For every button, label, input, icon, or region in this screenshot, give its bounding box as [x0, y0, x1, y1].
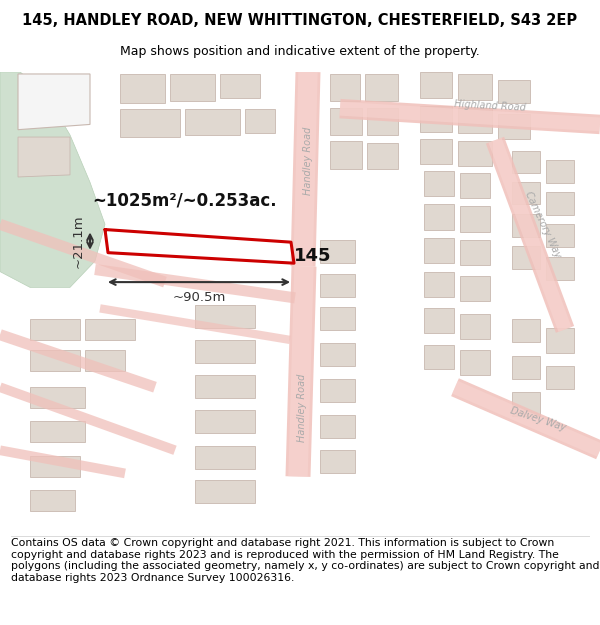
Polygon shape — [498, 114, 530, 139]
Polygon shape — [330, 107, 362, 135]
Polygon shape — [546, 366, 574, 389]
Text: ~21.1m: ~21.1m — [72, 214, 85, 268]
Polygon shape — [120, 109, 180, 137]
Text: Camerory Way: Camerory Way — [523, 189, 563, 259]
Polygon shape — [546, 224, 574, 248]
Polygon shape — [424, 238, 454, 263]
Polygon shape — [220, 74, 260, 98]
Polygon shape — [420, 106, 452, 132]
Polygon shape — [330, 141, 362, 169]
Text: 145: 145 — [294, 247, 331, 265]
Polygon shape — [320, 274, 355, 297]
Polygon shape — [320, 240, 355, 263]
Polygon shape — [460, 240, 490, 265]
Polygon shape — [120, 74, 165, 103]
Polygon shape — [460, 206, 490, 232]
Polygon shape — [460, 351, 490, 374]
Polygon shape — [424, 204, 454, 229]
Polygon shape — [460, 314, 490, 339]
Polygon shape — [512, 151, 540, 173]
Polygon shape — [330, 74, 360, 101]
Polygon shape — [245, 109, 275, 133]
Polygon shape — [195, 374, 255, 398]
Polygon shape — [365, 74, 398, 101]
Polygon shape — [424, 308, 454, 332]
Polygon shape — [30, 490, 75, 511]
Polygon shape — [512, 182, 540, 204]
Polygon shape — [320, 308, 355, 331]
Text: Contains OS data © Crown copyright and database right 2021. This information is : Contains OS data © Crown copyright and d… — [11, 538, 599, 583]
Polygon shape — [498, 80, 530, 103]
Polygon shape — [367, 107, 398, 135]
Polygon shape — [30, 319, 80, 340]
Polygon shape — [367, 143, 398, 169]
Polygon shape — [185, 109, 240, 135]
Polygon shape — [458, 74, 492, 100]
Polygon shape — [460, 276, 490, 301]
Polygon shape — [18, 137, 70, 177]
Polygon shape — [512, 356, 540, 379]
Polygon shape — [512, 392, 540, 416]
Polygon shape — [424, 171, 454, 196]
Polygon shape — [195, 446, 255, 469]
Polygon shape — [195, 340, 255, 363]
Polygon shape — [195, 305, 255, 328]
Polygon shape — [512, 319, 540, 342]
Polygon shape — [546, 192, 574, 215]
Polygon shape — [30, 351, 80, 371]
Polygon shape — [320, 343, 355, 366]
Polygon shape — [512, 246, 540, 269]
Polygon shape — [420, 139, 452, 164]
Polygon shape — [546, 257, 574, 280]
Polygon shape — [170, 74, 215, 101]
Text: Handley Road: Handley Road — [303, 127, 313, 196]
Polygon shape — [320, 414, 355, 437]
Polygon shape — [458, 107, 492, 133]
Text: Dalvey Way: Dalvey Way — [509, 405, 567, 432]
Polygon shape — [546, 160, 574, 183]
Polygon shape — [460, 173, 490, 198]
Polygon shape — [30, 388, 85, 408]
Polygon shape — [424, 272, 454, 297]
Polygon shape — [18, 74, 90, 130]
Text: Handley Road: Handley Road — [297, 374, 307, 442]
Polygon shape — [195, 411, 255, 434]
Polygon shape — [30, 421, 85, 442]
Polygon shape — [546, 328, 574, 352]
Polygon shape — [85, 319, 135, 340]
Polygon shape — [0, 72, 105, 288]
Polygon shape — [85, 351, 125, 371]
Polygon shape — [420, 72, 452, 98]
Text: Highland Road: Highland Road — [454, 99, 526, 112]
Polygon shape — [458, 141, 492, 166]
Text: Map shows position and indicative extent of the property.: Map shows position and indicative extent… — [120, 45, 480, 58]
Polygon shape — [424, 345, 454, 369]
Polygon shape — [320, 379, 355, 402]
Polygon shape — [195, 480, 255, 503]
Polygon shape — [320, 450, 355, 473]
Text: ~1025m²/~0.253ac.: ~1025m²/~0.253ac. — [92, 191, 277, 209]
Polygon shape — [30, 456, 80, 476]
Text: 145, HANDLEY ROAD, NEW WHITTINGTON, CHESTERFIELD, S43 2EP: 145, HANDLEY ROAD, NEW WHITTINGTON, CHES… — [22, 12, 578, 28]
Text: ~90.5m: ~90.5m — [172, 291, 226, 304]
Polygon shape — [512, 214, 540, 237]
